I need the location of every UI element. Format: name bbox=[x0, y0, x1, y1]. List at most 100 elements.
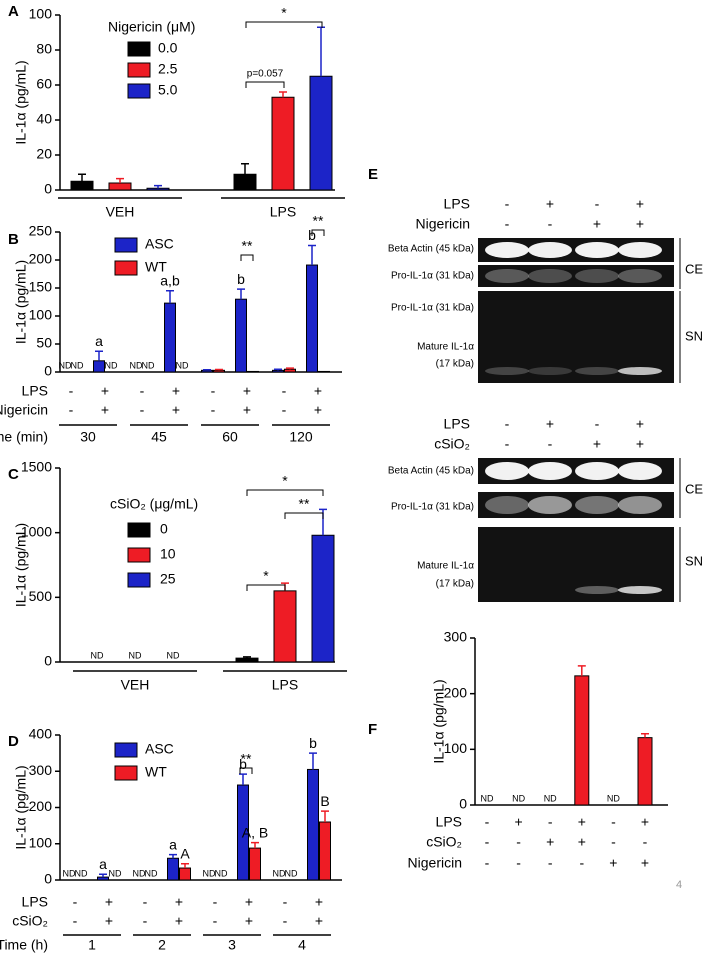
row-sign: + bbox=[175, 894, 183, 910]
row-sign: - bbox=[69, 402, 74, 418]
blot-band bbox=[485, 367, 529, 375]
legend-label: ASC bbox=[145, 236, 174, 252]
row-sign: + bbox=[636, 436, 644, 452]
row-sign: - bbox=[595, 416, 600, 432]
group-label: 45 bbox=[151, 429, 167, 445]
bar bbox=[271, 96, 295, 191]
value-label: ND bbox=[215, 868, 228, 878]
blot-band bbox=[575, 496, 619, 514]
stat-label: B bbox=[320, 793, 329, 809]
blot-image bbox=[478, 265, 674, 287]
row-label: LPS bbox=[22, 383, 48, 399]
blot-band bbox=[618, 269, 662, 283]
error-bar bbox=[309, 752, 317, 770]
row-sign: + bbox=[636, 196, 644, 212]
y-tick-label: 200 bbox=[29, 798, 53, 814]
y-tick-label: 0 bbox=[44, 363, 52, 379]
value-label: ND bbox=[203, 868, 216, 878]
error-bar bbox=[243, 656, 251, 659]
error-bar bbox=[321, 810, 329, 822]
row-sign: - bbox=[548, 855, 553, 871]
row-sign: - bbox=[485, 855, 490, 871]
significance-bracket bbox=[284, 512, 324, 519]
legend-swatch bbox=[114, 237, 138, 253]
row-sign: + bbox=[105, 894, 113, 910]
legend-swatch bbox=[127, 522, 151, 538]
legend-swatch bbox=[114, 260, 138, 276]
bar bbox=[574, 675, 590, 806]
group-label: 2 bbox=[158, 937, 166, 953]
lane-label: Pro-IL-1α (31 kDa) bbox=[391, 303, 474, 314]
row-sign: - bbox=[140, 383, 145, 399]
y-tick-label: 20 bbox=[36, 146, 52, 162]
y-axis-label: IL-1α (pg/mL) bbox=[13, 260, 29, 344]
legend-label: WT bbox=[145, 259, 167, 275]
blot-band bbox=[618, 586, 662, 594]
row-sign: + bbox=[245, 894, 253, 910]
error-bar bbox=[203, 369, 211, 371]
legend-swatch bbox=[114, 765, 138, 781]
group-label: 1 bbox=[88, 937, 96, 953]
bar bbox=[164, 302, 176, 373]
stat-label: a bbox=[95, 333, 103, 349]
blot-band bbox=[485, 496, 529, 514]
legend-label: 10 bbox=[160, 546, 176, 562]
error-bar bbox=[241, 163, 249, 175]
value-label: ND bbox=[109, 868, 122, 878]
row-label: Nigericin bbox=[0, 402, 48, 418]
blot-band bbox=[618, 496, 662, 514]
significance-bracket bbox=[239, 767, 253, 774]
value-label: ND bbox=[544, 793, 557, 803]
row-sign: + bbox=[609, 855, 617, 871]
blot-band bbox=[575, 367, 619, 375]
row-sign: + bbox=[578, 834, 586, 850]
row-sign: - bbox=[69, 383, 74, 399]
fraction-label: SN bbox=[685, 553, 703, 568]
y-tick-label: 1500 bbox=[21, 459, 52, 475]
row-sign: - bbox=[548, 814, 553, 830]
significance-label: p=0.057 bbox=[247, 69, 284, 80]
row-sign: + bbox=[175, 913, 183, 929]
row-sign: + bbox=[315, 894, 323, 910]
stat-label: A bbox=[180, 845, 190, 861]
row-sign: + bbox=[546, 416, 554, 432]
y-axis-label: IL-1α (pg/mL) bbox=[13, 765, 29, 849]
row-sign: + bbox=[105, 913, 113, 929]
y-axis-label: IL-1α (pg/mL) bbox=[431, 679, 447, 763]
row-sign: + bbox=[641, 855, 649, 871]
bar bbox=[201, 369, 213, 373]
y-tick-label: 300 bbox=[29, 762, 53, 778]
bar bbox=[306, 264, 318, 373]
value-label: ND bbox=[145, 868, 158, 878]
bar bbox=[272, 369, 284, 373]
value-label: ND bbox=[129, 650, 142, 660]
y-tick-label: 200 bbox=[29, 251, 53, 267]
bar bbox=[273, 590, 297, 663]
row-sign: - bbox=[595, 196, 600, 212]
row-sign: + bbox=[245, 913, 253, 929]
row-sign: - bbox=[213, 894, 218, 910]
panel-letter: D bbox=[8, 733, 19, 750]
bar bbox=[93, 360, 105, 373]
row-sign: - bbox=[73, 913, 78, 929]
y-tick-label: 0 bbox=[44, 181, 52, 197]
value-label: ND bbox=[133, 868, 146, 878]
stat-label: a bbox=[169, 836, 177, 852]
x-tick-label: VEH bbox=[106, 204, 135, 220]
row-sign: - bbox=[579, 855, 584, 871]
blot-band bbox=[618, 242, 662, 258]
fraction-label: SN bbox=[685, 328, 703, 343]
row-sign: - bbox=[283, 913, 288, 929]
error-bar bbox=[308, 244, 316, 266]
row-sign: + bbox=[636, 216, 644, 232]
lane-label: Beta Actin (45 kDa) bbox=[388, 244, 474, 255]
value-label: ND bbox=[71, 360, 84, 370]
value-label: ND bbox=[130, 360, 143, 370]
value-label: ND bbox=[512, 793, 525, 803]
value-label: ND bbox=[167, 650, 180, 660]
bar bbox=[70, 180, 94, 191]
value-label: ND bbox=[75, 868, 88, 878]
panel-letter: A bbox=[8, 3, 19, 20]
fraction-label: CE bbox=[685, 481, 703, 496]
